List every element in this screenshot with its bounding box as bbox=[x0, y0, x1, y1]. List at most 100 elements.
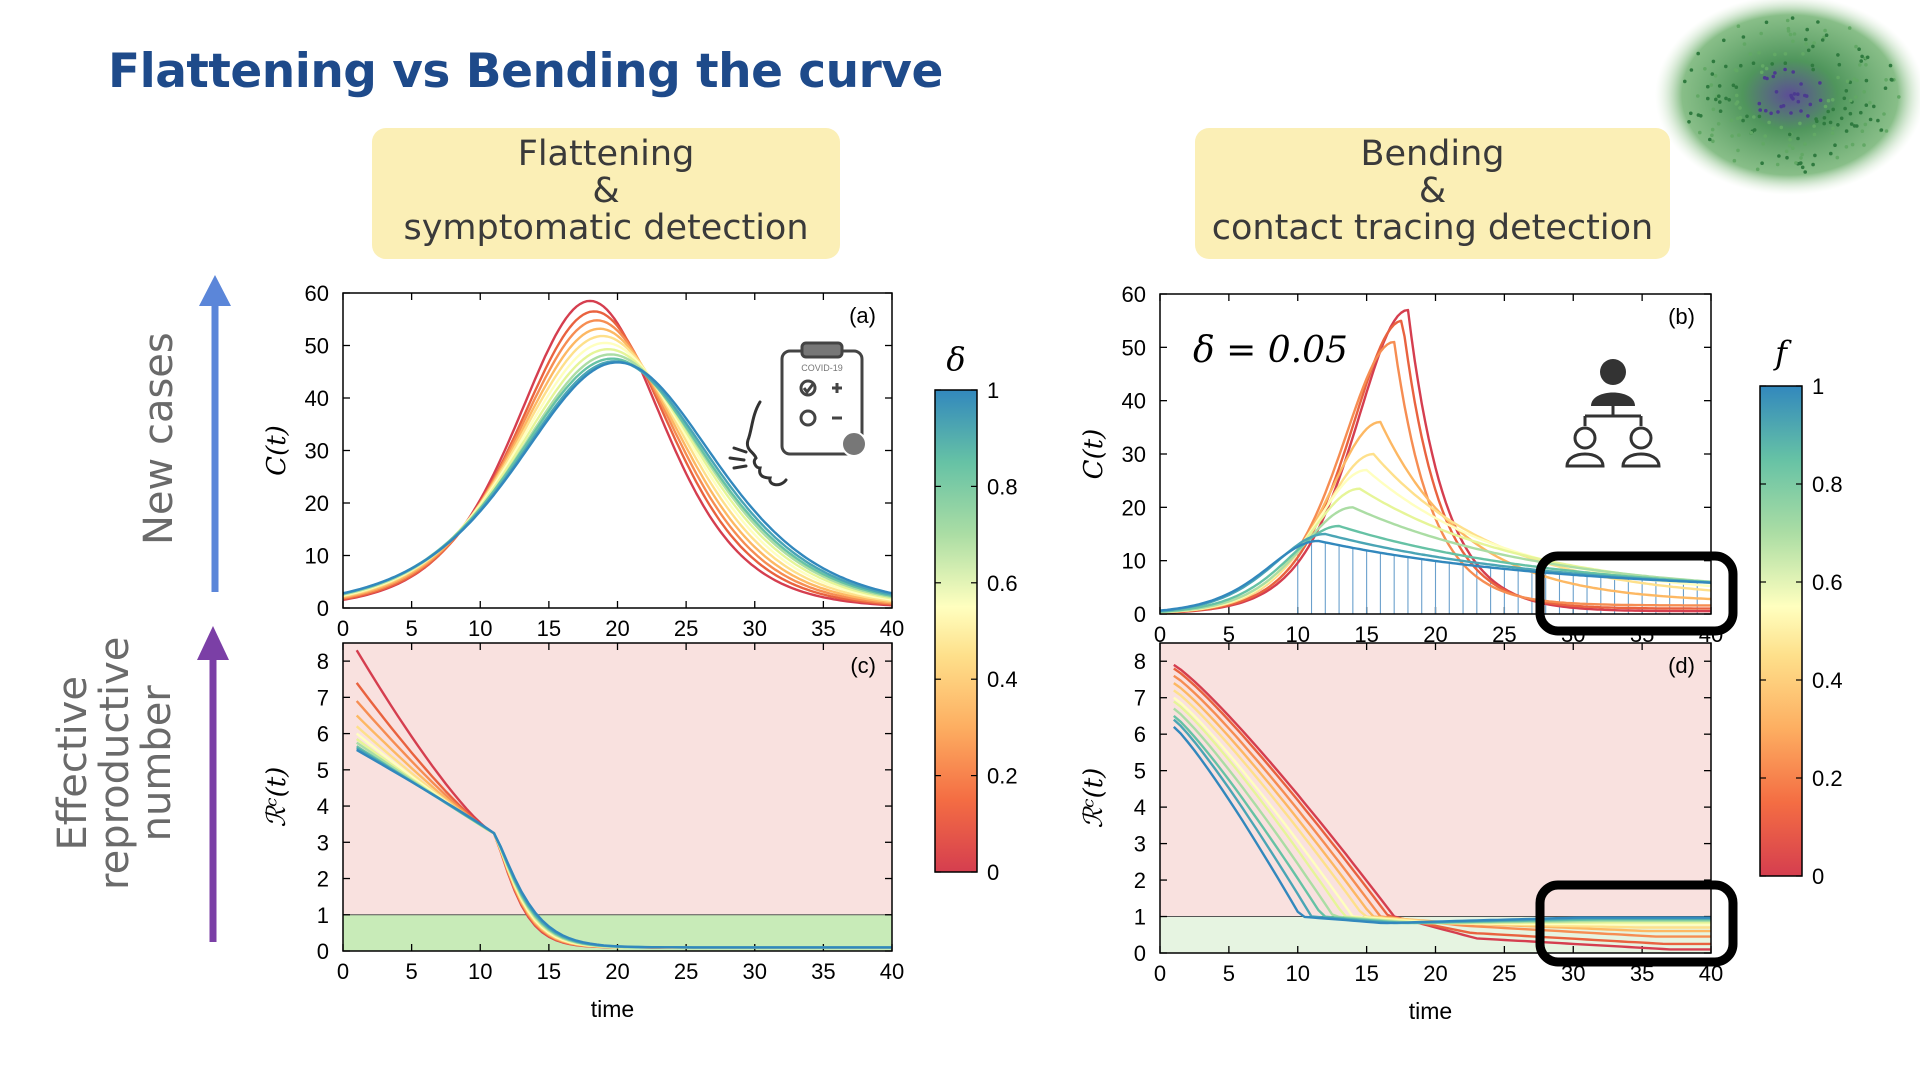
y-tick-label: 1 bbox=[1134, 905, 1146, 930]
network-node bbox=[1764, 20, 1769, 25]
network-node bbox=[1791, 39, 1795, 44]
network-node bbox=[1698, 130, 1702, 135]
network-node bbox=[1696, 94, 1700, 98]
network-node bbox=[1710, 133, 1714, 138]
network-node bbox=[1708, 137, 1712, 142]
y-tick-label: 0 bbox=[1134, 602, 1146, 627]
network-node bbox=[1884, 78, 1888, 82]
network-node bbox=[1798, 121, 1802, 126]
y-tick-label: 8 bbox=[1134, 649, 1146, 674]
tail-highlight-box-bottom bbox=[1535, 880, 1738, 967]
network-node bbox=[1844, 129, 1849, 133]
x-tick-label: 25 bbox=[1492, 961, 1516, 986]
above-threshold-zone bbox=[1160, 643, 1711, 917]
network-node bbox=[1823, 28, 1827, 33]
network-node bbox=[1757, 51, 1761, 55]
plot-frame bbox=[342, 642, 893, 952]
x-tick-label: 0 bbox=[1154, 961, 1166, 986]
network-node bbox=[1703, 67, 1707, 71]
panel-label: (c) bbox=[850, 653, 876, 678]
network-node bbox=[1792, 32, 1797, 36]
network-node bbox=[1835, 155, 1840, 160]
x-tick-label: 25 bbox=[674, 959, 698, 984]
network-node bbox=[1812, 124, 1816, 128]
network-node bbox=[1796, 136, 1800, 141]
network-node bbox=[1822, 116, 1827, 120]
colorbar-tick-label: 0.4 bbox=[987, 667, 1018, 692]
y-tick-label: 50 bbox=[1122, 335, 1146, 360]
series-line-f-0.8 bbox=[1159, 524, 1712, 613]
network-node bbox=[1883, 86, 1888, 90]
network-node bbox=[1775, 162, 1780, 167]
y-tick-label: 7 bbox=[1134, 686, 1146, 711]
network-node bbox=[1799, 82, 1803, 86]
pill-left-line-3: symptomatic detection bbox=[403, 208, 809, 248]
tail-highlight-box-top bbox=[1535, 551, 1738, 636]
network-node bbox=[1789, 111, 1793, 115]
network-node bbox=[1804, 42, 1808, 46]
network-node bbox=[1727, 98, 1731, 102]
network-node bbox=[1696, 51, 1700, 56]
network-node bbox=[1816, 20, 1820, 24]
network-node bbox=[1863, 122, 1868, 127]
y-tick-label: 20 bbox=[305, 491, 329, 516]
colorbar-tick-label: 0.4 bbox=[1812, 668, 1843, 693]
y-tick-label: 50 bbox=[305, 334, 329, 359]
network-node bbox=[1799, 161, 1803, 165]
plot-frame bbox=[342, 292, 893, 609]
colorbar-tick-label: 1 bbox=[1812, 374, 1824, 399]
network-node bbox=[1820, 38, 1825, 42]
network-node bbox=[1879, 128, 1884, 132]
colorbar-delta: 0 0.2 0.4 0.6 0.8 1δ bbox=[934, 340, 1018, 885]
network-node bbox=[1710, 127, 1715, 132]
network-node bbox=[1752, 128, 1757, 132]
y-tick-label: 6 bbox=[1134, 722, 1146, 747]
network-node bbox=[1823, 104, 1828, 109]
series-line-f-1 bbox=[1159, 539, 1712, 612]
network-node bbox=[1806, 114, 1810, 118]
network-node bbox=[1767, 120, 1771, 125]
network-node bbox=[1848, 111, 1853, 116]
network-node bbox=[1860, 54, 1864, 59]
network-node bbox=[1689, 68, 1694, 72]
network-node bbox=[1849, 122, 1854, 126]
flattening-label-box: Flattening & symptomatic detection bbox=[372, 128, 840, 259]
network-node bbox=[1779, 125, 1784, 130]
network-node bbox=[1736, 24, 1741, 29]
y-tick-label: 4 bbox=[317, 794, 329, 819]
network-node bbox=[1868, 117, 1873, 122]
network-node bbox=[1762, 76, 1767, 80]
x-tick-label: 15 bbox=[537, 616, 561, 641]
network-node bbox=[1738, 115, 1743, 120]
network-node bbox=[1764, 66, 1769, 71]
network-node bbox=[1776, 110, 1780, 114]
network-node bbox=[1800, 165, 1805, 170]
network-node bbox=[1811, 44, 1815, 49]
network-node bbox=[1759, 31, 1763, 36]
network-node bbox=[1711, 59, 1716, 64]
network-node bbox=[1864, 103, 1869, 107]
network-node bbox=[1785, 155, 1789, 160]
colorbar-tick-label: 0 bbox=[987, 860, 999, 885]
x-tick-label: 10 bbox=[1286, 961, 1310, 986]
network-node bbox=[1710, 72, 1715, 76]
network-node bbox=[1731, 83, 1736, 88]
x-axis-label: time bbox=[591, 996, 634, 1022]
series-line-f-0.4 bbox=[1159, 452, 1712, 614]
pill-right-line-3: contact tracing detection bbox=[1211, 208, 1654, 248]
series-line-delta-1 bbox=[356, 748, 892, 949]
network-node bbox=[1730, 134, 1734, 138]
network-node bbox=[1808, 102, 1813, 107]
network-node bbox=[1844, 89, 1849, 93]
y-tick-label: 0 bbox=[317, 596, 329, 621]
network-node bbox=[1709, 83, 1714, 87]
network-node bbox=[1831, 126, 1835, 131]
network-node bbox=[1860, 129, 1865, 133]
network-node bbox=[1755, 167, 1760, 172]
pill-right-line-2: & bbox=[1418, 171, 1447, 211]
network-node bbox=[1800, 152, 1804, 157]
network-node bbox=[1811, 162, 1815, 167]
network-node bbox=[1748, 52, 1753, 56]
